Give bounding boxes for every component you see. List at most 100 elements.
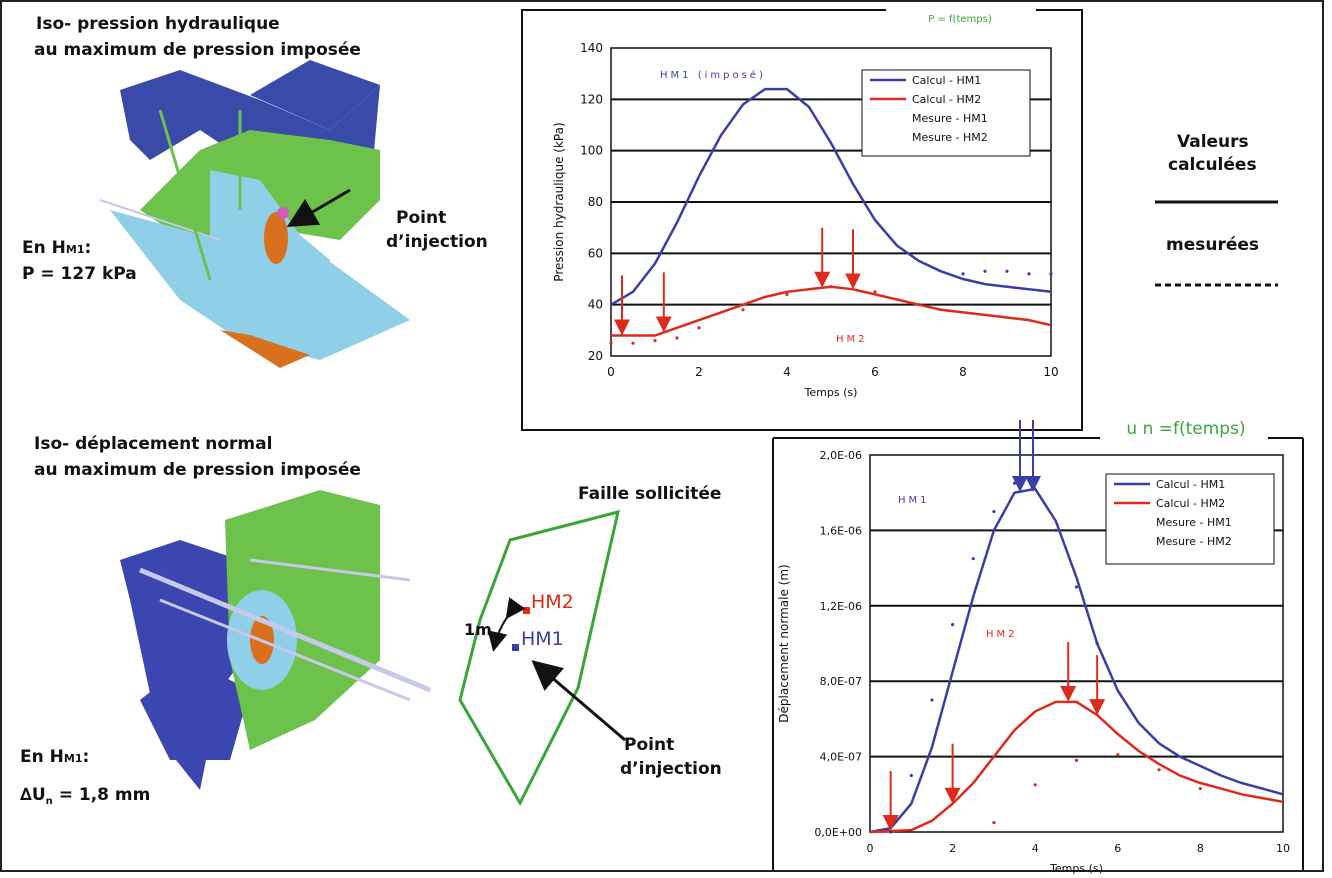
chart2-ytick-label: 2,0E-06 — [820, 449, 862, 462]
chart1-ytick-label: 140 — [580, 41, 603, 55]
hm1-marker — [512, 644, 519, 651]
chart1-xlabel: Temps (s) — [804, 386, 858, 399]
chart-pressure: P = f(temps) 20 40 60 80 100 120 140 0 2 4 6 8 10 Temp… — [521, 8, 1083, 431]
chart2-xtick-label: 8 — [1197, 842, 1204, 855]
top-title-line2: au maximum de pression imposée — [34, 40, 361, 60]
chart2-xtick-label: 6 — [1114, 842, 1121, 855]
top-point-line1: Point — [396, 208, 447, 228]
chart2-series3-point — [992, 820, 996, 825]
chart2-ytick-label: 1,2E-06 — [820, 600, 862, 613]
chart2-series2-point — [1012, 481, 1017, 485]
chart2-xtick-label: 0 — [867, 842, 874, 855]
hm2-label: HM2 — [531, 591, 574, 613]
chart2-plot-area — [869, 454, 1284, 833]
connector-arrows — [1012, 420, 1041, 492]
chart1-legend-item: Calcul - HM1 — [912, 74, 981, 87]
chart1-xtick-label: 6 — [871, 365, 879, 379]
chart2-legend-item: Mesure - HM1 — [1156, 516, 1232, 529]
chart1-series2-point — [1005, 269, 1009, 273]
distance-arrow — [487, 597, 526, 652]
chart2-legend-item: Calcul - HM1 — [1156, 478, 1225, 491]
chart1-xtick-label: 0 — [607, 365, 615, 379]
legend-calculees: calculées — [1168, 155, 1257, 175]
chart2-series0-line — [869, 487, 1284, 834]
chart1-legend-item: Mesure - HM1 — [912, 112, 988, 125]
chart2-title: u n =f(temps) — [1126, 419, 1245, 439]
chart1-series3-point — [741, 308, 745, 312]
chart2-series2-point — [909, 773, 913, 778]
chart2-series2-point — [1033, 481, 1037, 485]
chart2-series2-point — [971, 557, 975, 561]
chart2-ytick-label: 1,6E-06 — [820, 524, 862, 537]
chart2-ylabel: Déplacement normale (m) — [777, 564, 791, 722]
bottom-title-line1: Iso- déplacement normal — [34, 434, 273, 454]
legend-valeurs: Valeurs — [1177, 132, 1249, 152]
fault-point-line2: d’injection — [620, 759, 722, 779]
chart1-ytick-label: 20 — [588, 349, 603, 363]
chart2-series2-point — [1074, 585, 1079, 589]
chart-displacement: u n =f(temps) 0,0E+00 4,0E-07 8,0E-07 1,2E-0… — [772, 419, 1304, 875]
chart1-xtick-label: 8 — [959, 365, 967, 379]
chart2-xtick-label: 2 — [949, 842, 956, 855]
chart1-title: P = f(temps) — [928, 14, 992, 25]
chart2-annotation-hm2: HM2 — [986, 629, 1018, 640]
chart1-series2-point — [1027, 272, 1031, 276]
chart2-series2-point — [1095, 641, 1099, 646]
injection-arrow-fault — [531, 660, 626, 742]
chart1-series0-line — [610, 87, 1052, 306]
chart2-xlabel: Temps (s) — [1049, 862, 1103, 875]
chart1-series3-point — [917, 303, 921, 307]
top-en-label: En HM1: — [22, 238, 92, 258]
chart1-series3-point — [829, 285, 833, 289]
chart1-xtick-label: 2 — [695, 365, 703, 379]
pressure-value: P = 127 kPa — [22, 264, 137, 284]
chart2-series2-point — [930, 698, 934, 702]
chart2-series3-point — [1033, 783, 1037, 787]
chart1-ytick-label: 60 — [588, 246, 603, 260]
chart1-legend-item: Mesure - HM2 — [912, 131, 988, 144]
displacement-3d-illustration — [120, 490, 431, 790]
chart1-series3-point — [697, 326, 701, 330]
legend-mesurees: mesurées — [1166, 235, 1260, 255]
chart1-series2-point — [1049, 272, 1053, 276]
chart1-series2-point — [983, 269, 987, 273]
chart1-annotation-hm1: HM1 (imposé) — [660, 69, 766, 81]
fault-point-line1: Point — [624, 735, 675, 755]
chart1-ytick-label: 80 — [588, 195, 603, 209]
top-point-line2: d’injection — [386, 232, 488, 252]
distance-label: 1m — [464, 620, 492, 639]
bottom-en-label: En HM1: — [20, 747, 90, 767]
chart1-legend-item: Calcul - HM2 — [912, 93, 981, 106]
chart1-ytick-label: 40 — [588, 298, 603, 312]
chart1-series3-point — [873, 290, 877, 294]
fault-diagram — [458, 509, 626, 807]
fault-title: Faille sollicitée — [578, 484, 722, 504]
chart1-series3-point — [609, 341, 613, 345]
chart1-ytick-label: 120 — [580, 92, 603, 106]
chart2-series2-point — [1054, 528, 1058, 533]
chart-pressure-title-bg — [886, 8, 1036, 26]
chart2-series2-point — [951, 623, 955, 627]
displacement-value: ∆Un = 1,8 mm — [20, 785, 151, 807]
side-legend — [1155, 200, 1278, 287]
chart1-ytick-label: 100 — [580, 144, 603, 158]
chart2-xtick-label: 10 — [1276, 842, 1290, 855]
chart1-series3-point — [785, 292, 789, 296]
chart2-legend-item: Mesure - HM2 — [1156, 535, 1232, 548]
chart2-series2-point — [992, 509, 996, 514]
chart1-series3-point — [653, 339, 657, 343]
chart1-series1-line — [611, 285, 1052, 337]
chart2-series2-point — [889, 830, 893, 834]
chart2-ytick-label: 8,0E-07 — [820, 675, 862, 688]
hm1-label: HM1 — [521, 628, 564, 650]
fault-outline — [458, 509, 621, 807]
chart2-series3-point — [1157, 768, 1161, 772]
chart1-legend-box — [861, 69, 1031, 157]
top-title-line1: Iso- pression hydraulique — [36, 14, 280, 34]
chart2-series3-point — [1116, 753, 1120, 757]
chart2-legend-box — [1105, 473, 1275, 565]
chart2-ytick-label: 0,0E+00 — [814, 826, 862, 839]
pressure-3d-illustration — [99, 60, 410, 368]
